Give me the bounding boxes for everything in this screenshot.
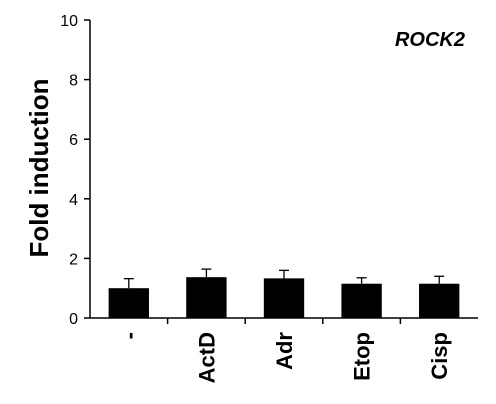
y-ticks: 0 2 4 6 8 10 [60, 13, 90, 328]
y-tick-label: 2 [69, 251, 78, 268]
bar [419, 283, 460, 318]
bar [186, 277, 227, 318]
bar [341, 283, 382, 318]
y-tick-label: 6 [69, 132, 78, 149]
gene-annotation: ROCK2 [395, 29, 465, 51]
bar [263, 278, 305, 318]
y-tick-label: 10 [60, 13, 78, 30]
y-tick-label: 8 [69, 73, 78, 90]
y-tick-label: 0 [69, 311, 78, 328]
y-tick-label: 4 [69, 192, 78, 209]
x-tick-labels: - ActD Adr Etop Cisp [117, 332, 452, 384]
x-tick-label: Adr [272, 332, 297, 370]
x-tick-label: ActD [194, 332, 219, 383]
x-tick-label: Cisp [427, 332, 452, 380]
bar [108, 288, 149, 318]
y-axis-label: Fold induction [24, 78, 54, 257]
x-tick-label: - [117, 332, 142, 339]
bars-group [108, 268, 460, 318]
x-tick-label: Etop [350, 332, 375, 381]
